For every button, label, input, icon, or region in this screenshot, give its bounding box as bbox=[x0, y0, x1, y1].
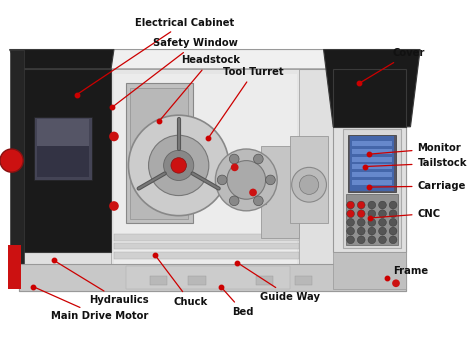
Polygon shape bbox=[150, 275, 167, 285]
Text: Tool Turret: Tool Turret bbox=[208, 67, 284, 138]
Circle shape bbox=[0, 149, 23, 172]
Polygon shape bbox=[352, 172, 392, 177]
Circle shape bbox=[357, 201, 365, 209]
Polygon shape bbox=[114, 234, 300, 241]
Polygon shape bbox=[350, 136, 394, 191]
Circle shape bbox=[217, 175, 227, 185]
Text: Safety Window: Safety Window bbox=[112, 38, 238, 107]
Text: Tailstock: Tailstock bbox=[365, 158, 467, 168]
Polygon shape bbox=[352, 157, 392, 162]
Text: Hydraulics: Hydraulics bbox=[54, 261, 149, 305]
Polygon shape bbox=[36, 146, 89, 177]
Text: Monitor: Monitor bbox=[368, 143, 461, 154]
Polygon shape bbox=[261, 146, 300, 238]
Circle shape bbox=[254, 154, 263, 164]
Text: Frame: Frame bbox=[387, 266, 428, 278]
Text: Main Drive Motor: Main Drive Motor bbox=[33, 286, 149, 321]
Circle shape bbox=[368, 236, 376, 244]
Polygon shape bbox=[36, 119, 89, 146]
Polygon shape bbox=[9, 50, 24, 272]
Text: Headstock: Headstock bbox=[159, 55, 240, 121]
Polygon shape bbox=[126, 266, 290, 289]
Text: Electrical Cabinet: Electrical Cabinet bbox=[77, 17, 234, 94]
Circle shape bbox=[292, 167, 327, 202]
Circle shape bbox=[231, 164, 238, 171]
Polygon shape bbox=[114, 74, 298, 264]
Circle shape bbox=[164, 151, 194, 180]
Circle shape bbox=[379, 236, 386, 244]
Circle shape bbox=[392, 279, 400, 287]
Circle shape bbox=[347, 236, 355, 244]
Text: Carriage: Carriage bbox=[368, 181, 466, 191]
Circle shape bbox=[368, 201, 376, 209]
Circle shape bbox=[229, 196, 239, 206]
Circle shape bbox=[347, 201, 355, 209]
Polygon shape bbox=[324, 50, 420, 127]
Text: Guide Way: Guide Way bbox=[237, 263, 320, 302]
Text: CNC: CNC bbox=[370, 208, 441, 218]
Polygon shape bbox=[352, 180, 392, 185]
Polygon shape bbox=[19, 69, 406, 291]
Circle shape bbox=[357, 219, 365, 226]
Polygon shape bbox=[333, 69, 406, 127]
Circle shape bbox=[249, 189, 257, 196]
Circle shape bbox=[347, 210, 355, 218]
Polygon shape bbox=[9, 50, 415, 69]
Polygon shape bbox=[348, 135, 396, 192]
Circle shape bbox=[254, 196, 263, 206]
Circle shape bbox=[347, 219, 355, 226]
Polygon shape bbox=[227, 156, 265, 204]
Polygon shape bbox=[19, 264, 406, 291]
Circle shape bbox=[379, 219, 386, 226]
Polygon shape bbox=[294, 275, 312, 285]
Polygon shape bbox=[114, 243, 300, 250]
Polygon shape bbox=[352, 149, 392, 154]
Text: Chuck: Chuck bbox=[155, 255, 207, 307]
Circle shape bbox=[368, 227, 376, 235]
Polygon shape bbox=[352, 141, 392, 146]
Polygon shape bbox=[352, 164, 392, 169]
Polygon shape bbox=[290, 136, 328, 223]
Polygon shape bbox=[9, 50, 114, 69]
Circle shape bbox=[368, 210, 376, 218]
Text: Bed: Bed bbox=[221, 286, 254, 317]
Circle shape bbox=[389, 227, 397, 235]
Polygon shape bbox=[333, 69, 406, 252]
Circle shape bbox=[229, 154, 239, 164]
Polygon shape bbox=[333, 252, 406, 289]
Circle shape bbox=[215, 149, 277, 211]
Polygon shape bbox=[8, 245, 21, 289]
Polygon shape bbox=[114, 252, 300, 259]
Circle shape bbox=[357, 227, 365, 235]
Polygon shape bbox=[256, 275, 273, 285]
Circle shape bbox=[389, 210, 397, 218]
Circle shape bbox=[389, 201, 397, 209]
Circle shape bbox=[379, 227, 386, 235]
Circle shape bbox=[300, 175, 319, 195]
Circle shape bbox=[389, 219, 397, 226]
Circle shape bbox=[379, 210, 386, 218]
Circle shape bbox=[347, 227, 355, 235]
Text: Cover: Cover bbox=[359, 48, 425, 83]
Circle shape bbox=[357, 236, 365, 244]
Circle shape bbox=[171, 158, 186, 173]
Polygon shape bbox=[130, 88, 188, 219]
Circle shape bbox=[379, 201, 386, 209]
Circle shape bbox=[368, 219, 376, 226]
Polygon shape bbox=[111, 69, 300, 267]
Polygon shape bbox=[19, 69, 111, 252]
Polygon shape bbox=[343, 129, 401, 247]
Circle shape bbox=[265, 175, 275, 185]
Circle shape bbox=[148, 135, 209, 196]
Polygon shape bbox=[126, 83, 193, 223]
Circle shape bbox=[357, 210, 365, 218]
Circle shape bbox=[128, 115, 229, 215]
Circle shape bbox=[109, 132, 119, 141]
Circle shape bbox=[389, 236, 397, 244]
Polygon shape bbox=[34, 117, 92, 180]
Circle shape bbox=[227, 160, 265, 199]
Polygon shape bbox=[188, 275, 206, 285]
Polygon shape bbox=[346, 195, 398, 245]
Circle shape bbox=[109, 201, 119, 211]
